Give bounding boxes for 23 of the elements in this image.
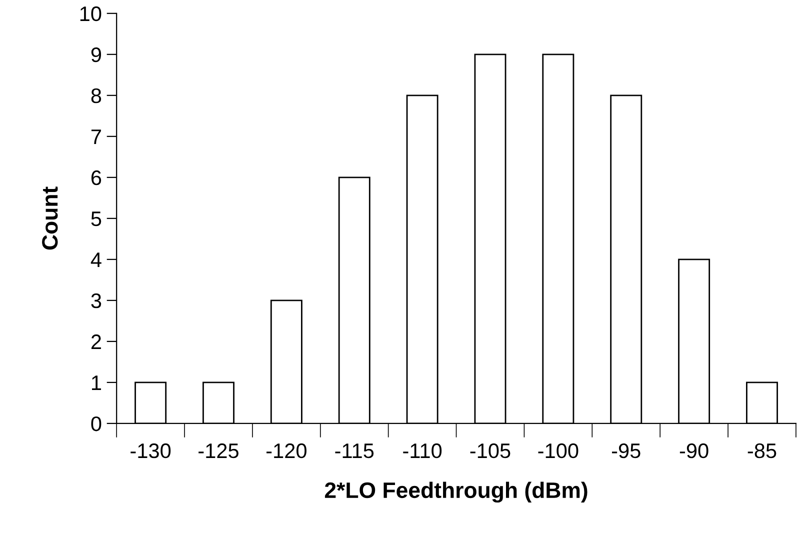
x-tick-label: -95 <box>612 443 640 458</box>
y-tick-label: 4 <box>90 252 102 267</box>
y-tick-label: 8 <box>91 88 102 104</box>
y-tick-label: 5 <box>91 212 102 226</box>
x-tick-label: -130 <box>130 443 171 458</box>
x-tick-label: -110 <box>403 443 442 458</box>
x-tick-label: -105 <box>470 443 510 458</box>
y-tick-label: 2 <box>91 334 101 349</box>
x-tick-label: -125 <box>198 443 238 458</box>
x-tick-label: -90 <box>680 443 708 458</box>
x-tick-label: -100 <box>538 443 578 458</box>
x-tick-label: -115 <box>335 444 374 458</box>
y-tick-label: 10 <box>80 6 102 22</box>
x-axis-title: 2*LO Feedthrough (dBm) <box>324 482 588 503</box>
y-tick-label: 6 <box>91 170 102 186</box>
y-tick-label: 9 <box>91 47 102 62</box>
y-tick-label: 1 <box>92 376 101 390</box>
x-tick-label: -120 <box>266 443 306 458</box>
y-tick-label: 3 <box>91 293 102 308</box>
y-tick-label: 7 <box>91 130 101 144</box>
y-tick-label: 0 <box>91 416 102 432</box>
y-axis-title: Count <box>42 186 58 250</box>
x-tick-label: -85 <box>748 443 776 458</box>
